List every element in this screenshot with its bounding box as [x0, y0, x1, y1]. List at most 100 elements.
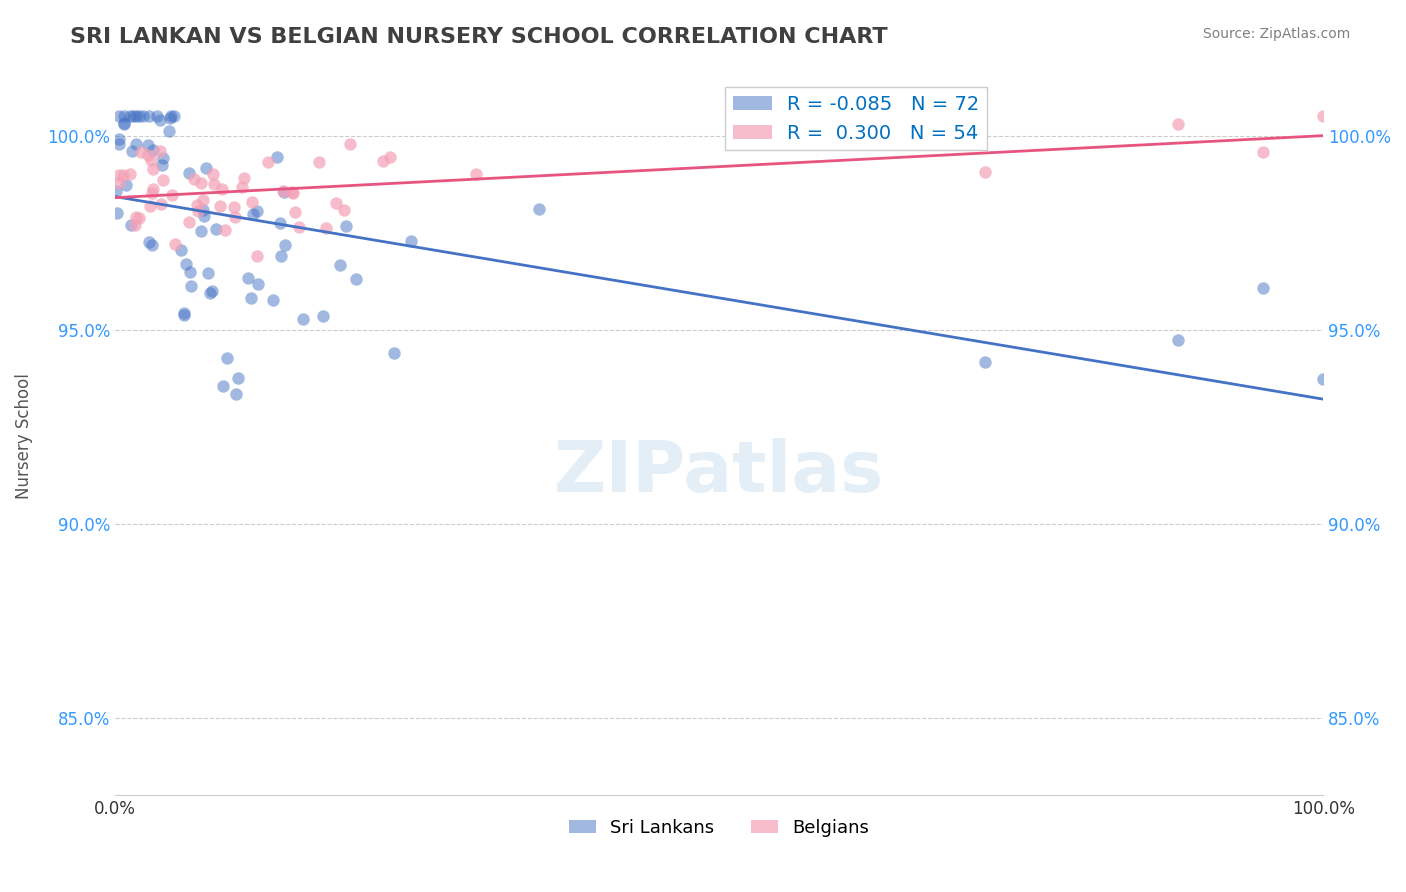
Point [141, 238, 163, 252]
Point [312, 310, 335, 324]
Point [142, 143, 165, 157]
Point [269, 216, 291, 230]
Point [136, 148, 159, 162]
Point [180, 279, 202, 293]
Point [186, 198, 208, 212]
Point [165, 236, 187, 251]
Point [274, 238, 297, 252]
Point [118, 109, 141, 123]
Point [163, 109, 186, 123]
Point [335, 219, 357, 234]
Point [159, 112, 181, 126]
Point [187, 203, 209, 218]
Point [112, 168, 135, 182]
Point [205, 221, 228, 235]
Point [157, 124, 180, 138]
Point [225, 387, 247, 401]
Point [174, 257, 197, 271]
Point [108, 177, 131, 191]
Point [108, 168, 131, 182]
Point [121, 145, 143, 159]
Point [190, 177, 212, 191]
Point [228, 371, 250, 385]
Point [231, 180, 253, 194]
Point [124, 219, 146, 233]
Point [288, 219, 311, 234]
Point [197, 266, 219, 280]
Point [112, 109, 135, 123]
Point [465, 167, 488, 181]
Point [257, 155, 280, 169]
Point [325, 195, 347, 210]
Point [107, 109, 129, 123]
Point [142, 181, 165, 195]
Point [238, 271, 260, 285]
Point [209, 199, 232, 213]
Point [973, 165, 995, 179]
Point [170, 243, 193, 257]
Point [1251, 280, 1274, 294]
Point [179, 215, 201, 229]
Point [1251, 145, 1274, 159]
Point [150, 197, 173, 211]
Point [121, 109, 143, 123]
Point [125, 109, 148, 123]
Point [107, 137, 129, 152]
Point [1167, 333, 1189, 347]
Point [139, 199, 162, 213]
Point [149, 144, 172, 158]
Point [212, 379, 235, 393]
Point [246, 249, 269, 263]
Point [104, 184, 127, 198]
Point [190, 224, 212, 238]
Point [105, 206, 128, 220]
Point [118, 167, 141, 181]
Point [173, 305, 195, 319]
Text: Source: ZipAtlas.com: Source: ZipAtlas.com [1202, 27, 1350, 41]
Point [193, 209, 215, 223]
Point [270, 249, 292, 263]
Point [291, 311, 314, 326]
Point [329, 258, 352, 272]
Point [179, 265, 201, 279]
Point [160, 109, 183, 123]
Point [112, 116, 135, 130]
Point [145, 109, 167, 123]
Point [380, 151, 402, 165]
Point [240, 194, 263, 209]
Point [284, 205, 307, 219]
Point [152, 151, 174, 165]
Point [214, 223, 236, 237]
Point [1312, 372, 1334, 386]
Point [222, 200, 245, 214]
Point [246, 203, 269, 218]
Point [233, 171, 256, 186]
Point [115, 178, 138, 192]
Point [266, 150, 288, 164]
Point [211, 182, 233, 196]
Point [112, 117, 135, 131]
Point [191, 193, 214, 207]
Point [247, 277, 270, 292]
Point [195, 161, 218, 176]
Point [108, 132, 131, 146]
Point [281, 186, 304, 201]
Point [1312, 109, 1334, 123]
Point [198, 285, 221, 300]
Point [150, 158, 173, 172]
Point [141, 186, 163, 200]
Point [262, 293, 284, 307]
Point [399, 234, 422, 248]
Point [202, 167, 225, 181]
Point [239, 292, 262, 306]
Point [271, 184, 294, 198]
Point [149, 112, 172, 127]
Point [273, 185, 295, 199]
Point [177, 166, 200, 180]
Point [138, 109, 160, 123]
Point [138, 235, 160, 250]
Point [132, 109, 155, 123]
Point [315, 221, 337, 235]
Point [215, 351, 238, 365]
Point [183, 171, 205, 186]
